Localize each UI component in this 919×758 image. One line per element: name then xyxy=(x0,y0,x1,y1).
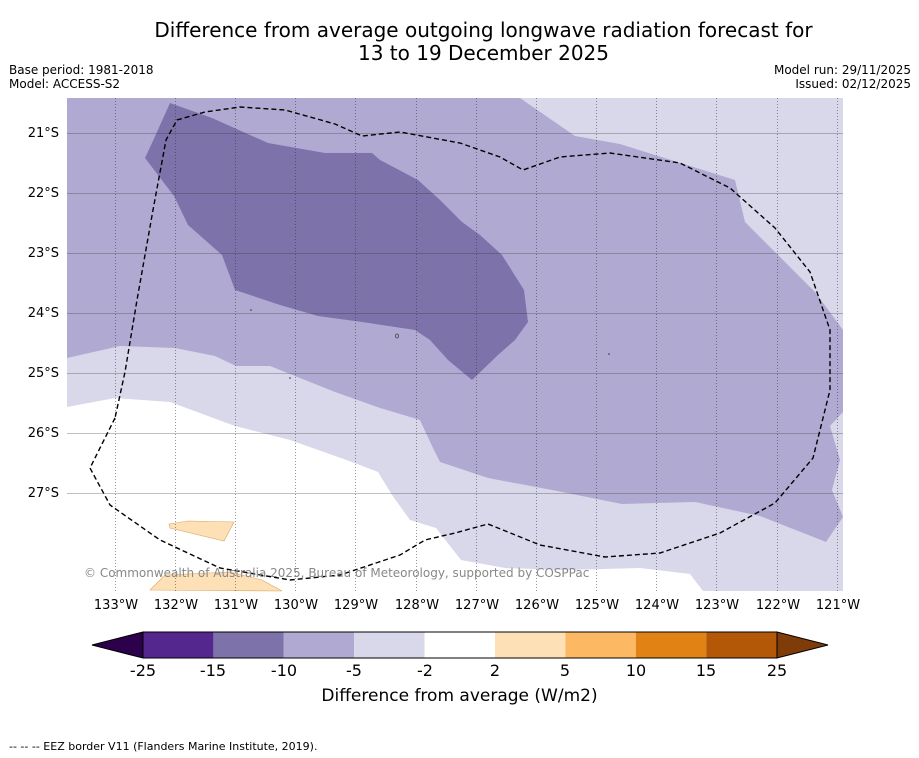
lat-label-27s: 27°S xyxy=(27,486,59,501)
lon-label-121w: 121°W xyxy=(815,598,861,613)
colorbar-tick: -5 xyxy=(346,661,362,680)
lat-label-26s: 26°S xyxy=(27,426,59,441)
lat-label-25s: 25°S xyxy=(27,366,59,381)
colorbar-swatch xyxy=(706,632,777,658)
map-title-line1: Difference from average outgoing longwav… xyxy=(154,18,813,42)
colorbar-tick: 15 xyxy=(695,661,717,680)
colorbar-label: Difference from average (W/m2) xyxy=(321,686,598,706)
colorbar-tick: -25 xyxy=(129,661,157,680)
positive-anomaly-patch xyxy=(168,520,235,542)
colorbar xyxy=(91,631,829,659)
colorbar-tick: 25 xyxy=(766,661,788,680)
colorbar-tick: -2 xyxy=(417,661,433,680)
lat-label-21s: 21°S xyxy=(27,126,59,141)
colorbar-frame xyxy=(142,631,778,659)
lon-label-132w: 132°W xyxy=(153,598,199,613)
lon-label-125w: 125°W xyxy=(574,598,620,613)
lon-label-131w: 131°W xyxy=(213,598,259,613)
lon-label-123w: 123°W xyxy=(694,598,740,613)
lon-label-128w: 128°W xyxy=(394,598,440,613)
anomaly-zone-strong xyxy=(145,103,528,380)
lon-label-126w: 126°W xyxy=(514,598,560,613)
colorbar-under xyxy=(91,631,144,659)
eez-border xyxy=(89,106,831,581)
model-name: Model: ACCESS-S2 xyxy=(9,77,121,91)
colorbar-tick: 10 xyxy=(625,661,647,680)
lon-label-129w: 129°W xyxy=(333,598,379,613)
colorbar-swatch xyxy=(495,632,566,658)
colorbar-tick: -15 xyxy=(199,661,227,680)
colorbar-swatch xyxy=(213,632,284,658)
issued-date: Issued: 02/12/2025 xyxy=(795,77,911,91)
lat-label-23s: 23°S xyxy=(27,246,59,261)
meta-left: Base period: 1981-2018 Model: ACCESS-S2 xyxy=(9,63,154,91)
copyright-notice: © Commonwealth of Australia 2025, Bureau… xyxy=(84,566,590,580)
lon-label-127w: 127°W xyxy=(454,598,500,613)
map-title-line2: 13 to 19 December 2025 xyxy=(357,41,609,65)
gridlines xyxy=(115,98,838,591)
island xyxy=(289,377,291,379)
base-period: Base period: 1981-2018 xyxy=(9,63,154,77)
colorbar-over xyxy=(776,631,829,659)
lat-label-24s: 24°S xyxy=(27,306,59,321)
lon-label-124w: 124°W xyxy=(634,598,680,613)
colorbar-swatch xyxy=(143,632,214,658)
lon-label-130w: 130°W xyxy=(273,598,319,613)
colorbar-swatch xyxy=(565,632,636,658)
eez-legend-footnote: -- -- -- EEZ border V11 (Flanders Marine… xyxy=(9,740,318,753)
colorbar-tick: 2 xyxy=(489,661,501,680)
lon-label-122w: 122°W xyxy=(755,598,801,613)
island xyxy=(395,333,399,339)
meta-right: Model run: 29/11/2025 Issued: 02/12/2025 xyxy=(774,63,911,91)
island xyxy=(250,309,252,311)
positive-anomaly-patch xyxy=(149,571,283,592)
colorbar-tick: 5 xyxy=(559,661,571,680)
colorbar-swatch xyxy=(635,632,707,658)
gridlines xyxy=(67,133,843,494)
model-run: Model run: 29/11/2025 xyxy=(773,63,911,77)
colorbar-swatch xyxy=(354,632,425,658)
anomaly-zone-neutral xyxy=(67,398,703,591)
lon-label-133w: 133°W xyxy=(93,598,139,613)
island xyxy=(608,353,610,355)
colorbar-swatch xyxy=(283,632,355,658)
colorbar-tick: -10 xyxy=(270,661,298,680)
lat-label-22s: 22°S xyxy=(27,186,59,201)
colorbar-swatch xyxy=(424,632,495,658)
